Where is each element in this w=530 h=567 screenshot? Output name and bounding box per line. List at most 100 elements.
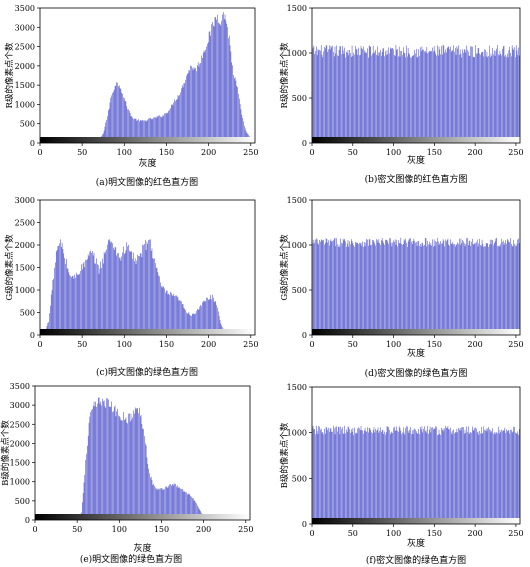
y-tick-label: 1500 [287, 4, 307, 13]
bar [416, 48, 417, 143]
bar [168, 110, 170, 143]
bar [346, 246, 347, 335]
bar [122, 93, 123, 143]
bar [148, 118, 149, 143]
bar [485, 56, 487, 143]
bar [489, 429, 490, 524]
x-tick-label: 150 [159, 148, 174, 157]
bar [425, 238, 427, 335]
bar [385, 54, 387, 143]
bar [442, 54, 443, 143]
bar [509, 242, 510, 335]
bar [472, 244, 474, 335]
bar [429, 245, 431, 335]
bar [487, 57, 488, 143]
bar [404, 53, 406, 144]
y-tick-label: 2500 [10, 420, 30, 429]
bar [411, 430, 413, 524]
bar [355, 432, 357, 524]
bar [191, 66, 192, 143]
bar [401, 434, 402, 524]
bar [501, 429, 502, 524]
bar [488, 55, 489, 143]
bar [165, 113, 167, 143]
bar [167, 487, 169, 520]
bar [472, 429, 474, 524]
bar [78, 274, 80, 335]
x-tick-label: 250 [508, 340, 523, 349]
bar [456, 46, 458, 143]
bar [142, 428, 144, 520]
bar [319, 240, 320, 335]
bar [492, 240, 493, 335]
bar [186, 492, 187, 520]
bar [455, 55, 457, 143]
bar [107, 116, 108, 143]
bar [192, 69, 194, 143]
bar [187, 494, 189, 520]
y-tick-label: 3000 [10, 401, 30, 410]
bar [181, 489, 182, 520]
bar [351, 431, 353, 524]
bar [215, 300, 217, 335]
bar [108, 240, 109, 335]
bar [502, 46, 504, 143]
bar [106, 119, 107, 143]
bar [113, 249, 115, 335]
bar [338, 246, 339, 335]
bar [351, 239, 352, 335]
bar [85, 460, 86, 520]
bar [200, 304, 201, 335]
bar [511, 429, 512, 524]
x-axis-label-d: 灰度 [407, 347, 425, 359]
bar [474, 428, 475, 524]
bar [216, 19, 217, 143]
bar [349, 429, 350, 524]
bar [331, 241, 332, 335]
bar [474, 243, 475, 335]
bar [394, 239, 396, 335]
bar [450, 239, 451, 335]
bar [230, 51, 232, 143]
bar [328, 427, 329, 524]
bar [485, 243, 487, 335]
bar [362, 241, 363, 335]
bar [181, 85, 183, 143]
bar [117, 253, 118, 335]
bar [440, 54, 441, 143]
bar [467, 50, 468, 143]
bar [504, 56, 506, 143]
bar [438, 429, 440, 524]
bar [82, 493, 84, 520]
bar [95, 263, 96, 335]
bar [405, 238, 406, 335]
bar [162, 286, 164, 335]
bar [338, 244, 340, 335]
bar [398, 46, 400, 144]
bar [161, 117, 163, 143]
bar [451, 50, 453, 143]
bar [405, 428, 406, 524]
bar [346, 52, 348, 143]
bar [481, 426, 482, 524]
bar [353, 52, 354, 143]
bar [105, 408, 107, 520]
bar [143, 245, 144, 335]
bar [367, 48, 368, 143]
bar [333, 425, 334, 524]
bar [186, 312, 187, 335]
bar [416, 241, 417, 335]
bar [403, 243, 404, 335]
bar [457, 242, 458, 335]
bar [325, 426, 327, 524]
bar [446, 52, 447, 143]
bar [197, 505, 198, 520]
bar [139, 121, 140, 143]
bar [397, 49, 398, 143]
bar [165, 486, 166, 520]
bar [467, 237, 468, 335]
bar [453, 45, 454, 143]
bar [145, 443, 146, 520]
bar [160, 282, 161, 335]
bar [509, 46, 510, 143]
